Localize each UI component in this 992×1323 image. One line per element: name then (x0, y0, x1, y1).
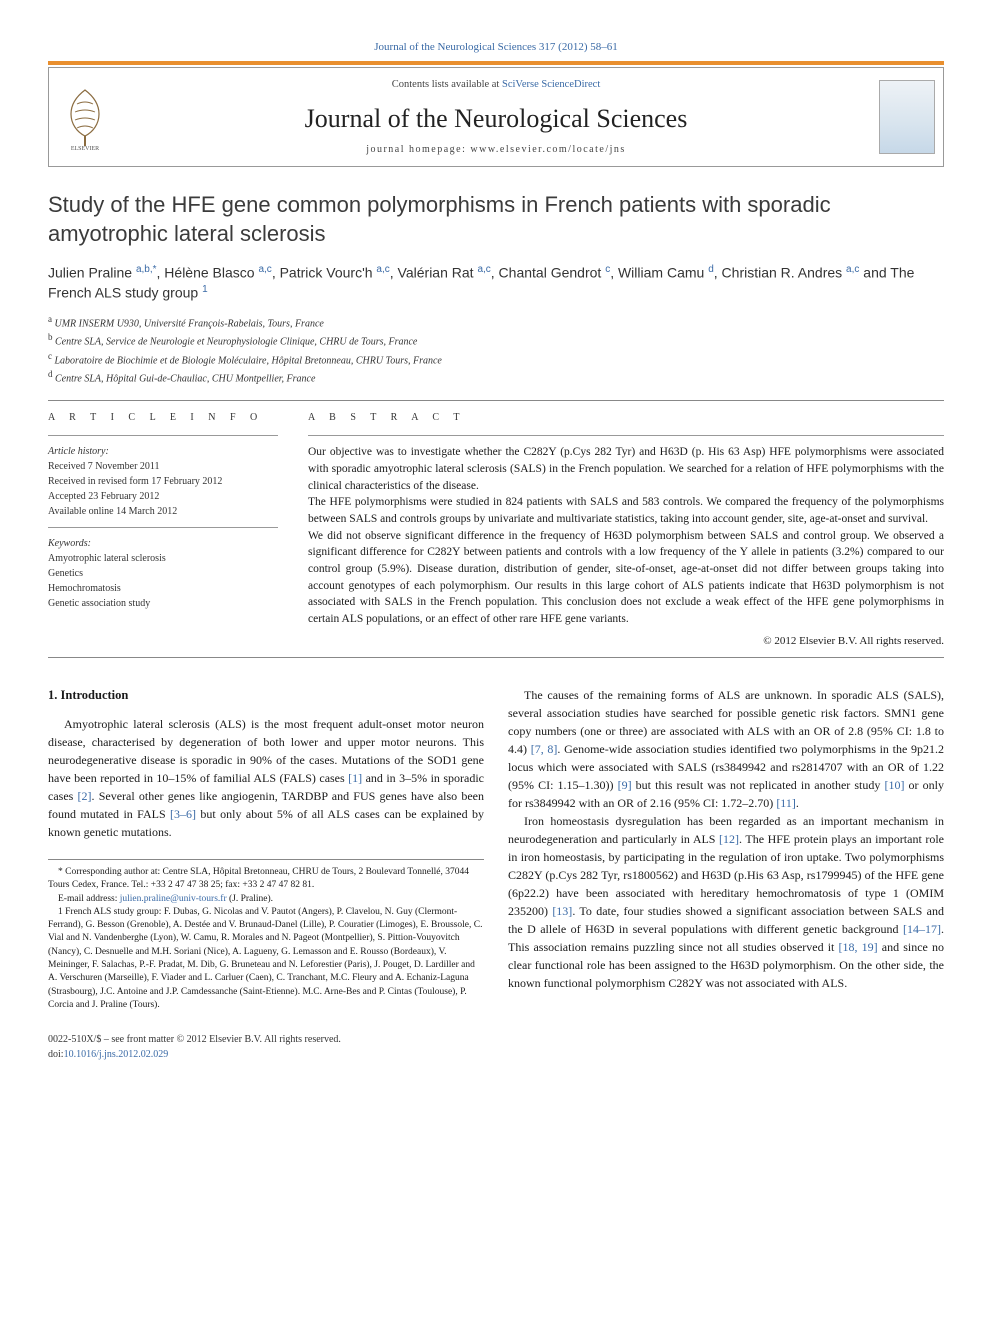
section-divider (48, 400, 944, 401)
keyword: Amyotrophic lateral sclerosis (48, 551, 278, 566)
info-abstract-row: A R T I C L E I N F O Article history: R… (48, 411, 944, 649)
section-heading: 1. Introduction (48, 686, 484, 705)
journal-cover-slot (871, 68, 943, 166)
history-line: Available online 14 March 2012 (48, 504, 278, 519)
doi-line: doi:10.1016/j.jns.2012.02.029 (48, 1047, 484, 1062)
body-paragraph: The causes of the remaining forms of ALS… (508, 686, 944, 812)
keyword: Genetic association study (48, 596, 278, 611)
affiliation-line: b Centre SLA, Service de Neurologie et N… (48, 331, 944, 349)
contents-prefix: Contents lists available at (392, 79, 502, 90)
ai-divider (48, 435, 278, 436)
front-matter: 0022-510X/$ – see front matter © 2012 El… (48, 1032, 484, 1062)
keywords-block: Keywords: Amyotrophic lateral sclerosis … (48, 536, 278, 611)
page: Journal of the Neurological Sciences 317… (0, 0, 992, 1092)
journal-header-mid: Contents lists available at SciVerse Sci… (121, 68, 871, 166)
svg-text:ELSEVIER: ELSEVIER (71, 146, 99, 152)
email-label: E-mail address: (58, 894, 120, 904)
study-group-footnote: 1 French ALS study group: F. Dubas, G. N… (48, 906, 484, 1012)
sciencedirect-link[interactable]: SciVerse ScienceDirect (502, 79, 600, 90)
ai-divider (48, 527, 278, 528)
publisher-logo-slot: ELSEVIER (49, 68, 121, 166)
abstract-paragraph: We did not observe significant differenc… (308, 528, 944, 628)
abstract-copyright: © 2012 Elsevier B.V. All rights reserved… (308, 634, 944, 649)
history-line: Received in revised form 17 February 201… (48, 474, 278, 489)
journal-cover-icon (879, 80, 935, 154)
body-paragraph: Amyotrophic lateral sclerosis (ALS) is t… (48, 715, 484, 841)
abstract: A B S T R A C T Our objective was to inv… (308, 411, 944, 649)
orange-rule (48, 61, 944, 65)
article-history: Article history: Received 7 November 201… (48, 444, 278, 519)
ai-divider (308, 435, 944, 436)
corresponding-footnote: * Corresponding author at: Centre SLA, H… (48, 866, 484, 893)
elsevier-tree-icon: ELSEVIER (57, 82, 113, 152)
affiliation-line: d Centre SLA, Hôpital Gui-de-Chauliac, C… (48, 368, 944, 386)
abstract-body: Our objective was to investigate whether… (308, 444, 944, 627)
email-link[interactable]: julien.praline@univ-tours.fr (120, 894, 227, 904)
abstract-paragraph: Our objective was to investigate whether… (308, 444, 944, 494)
contents-available-line: Contents lists available at SciVerse Sci… (392, 78, 600, 93)
left-column: 1. Introduction Amyotrophic lateral scle… (48, 686, 484, 1062)
keyword: Hemochromatosis (48, 581, 278, 596)
right-column: The causes of the remaining forms of ALS… (508, 686, 944, 1062)
affiliations: a UMR INSERM U930, Université François-R… (48, 313, 944, 386)
abstract-heading: A B S T R A C T (308, 411, 944, 425)
journal-name: Journal of the Neurological Sciences (305, 101, 688, 137)
article-title: Study of the HFE gene common polymorphis… (48, 191, 944, 248)
journal-header: ELSEVIER Contents lists available at Sci… (48, 67, 944, 167)
abstract-paragraph: The HFE polymorphisms were studied in 82… (308, 494, 944, 527)
affiliation-line: a UMR INSERM U930, Université François-R… (48, 313, 944, 331)
history-line: Accepted 23 February 2012 (48, 489, 278, 504)
footnotes: * Corresponding author at: Centre SLA, H… (48, 859, 484, 1012)
article-info: A R T I C L E I N F O Article history: R… (48, 411, 278, 649)
email-footnote: E-mail address: julien.praline@univ-tour… (48, 893, 484, 906)
history-line: Received 7 November 2011 (48, 459, 278, 474)
keyword: Genetics (48, 566, 278, 581)
keywords-label: Keywords: (48, 536, 278, 551)
author-list: Julien Praline a,b,*, Hélène Blasco a,c,… (48, 263, 944, 304)
front-matter-line: 0022-510X/$ – see front matter © 2012 El… (48, 1032, 484, 1047)
article-info-heading: A R T I C L E I N F O (48, 411, 278, 425)
section-divider (48, 657, 944, 658)
email-suffix: (J. Praline). (227, 894, 273, 904)
body-columns: 1. Introduction Amyotrophic lateral scle… (48, 686, 944, 1062)
doi-link[interactable]: 10.1016/j.jns.2012.02.029 (64, 1049, 169, 1060)
journal-homepage: journal homepage: www.elsevier.com/locat… (366, 143, 626, 157)
body-paragraph: Iron homeostasis dysregulation has been … (508, 812, 944, 992)
issue-citation[interactable]: Journal of the Neurological Sciences 317… (48, 40, 944, 55)
history-label: Article history: (48, 444, 278, 459)
affiliation-line: c Laboratoire de Biochimie et de Biologi… (48, 350, 944, 368)
